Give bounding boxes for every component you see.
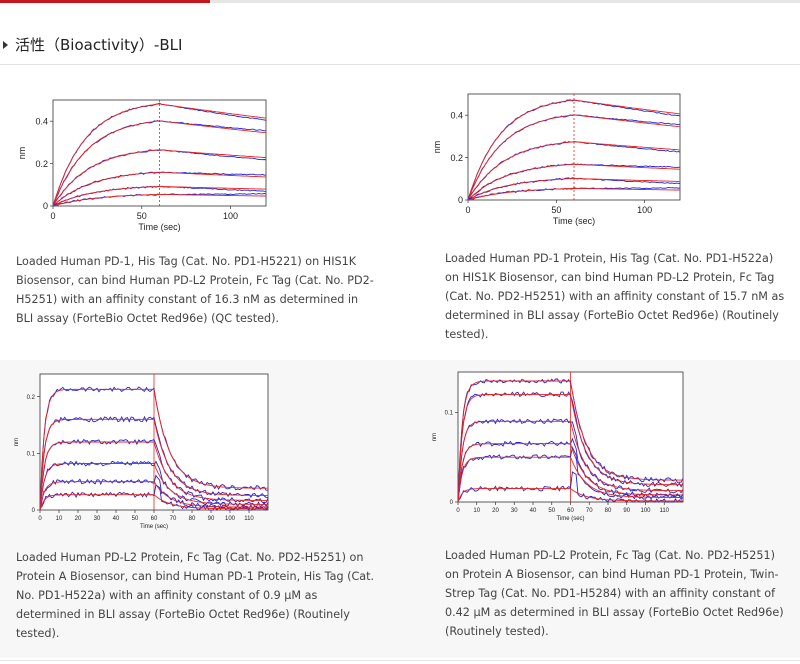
x-tick-label: 70	[586, 508, 593, 514]
x-tick-label: 100	[223, 211, 238, 221]
y-axis-label: nm	[432, 141, 442, 154]
x-tick-label: 20	[75, 516, 82, 522]
chart-1-caption: Loaded Human PD-1, His Tag (Cat. No. PD1…	[16, 255, 374, 325]
fit-series-6	[467, 187, 680, 201]
y-tick-label: 0.1	[27, 451, 36, 457]
x-tick-label: 60	[151, 516, 158, 522]
fit-series-5	[52, 185, 266, 207]
x-axis-label: Time (sec)	[556, 516, 584, 522]
y-tick-label: 0.2	[35, 159, 48, 169]
fit-series-1	[52, 103, 267, 207]
fit-series-1	[457, 380, 683, 503]
data-series-6	[457, 471, 684, 503]
fit-series-6	[52, 193, 266, 207]
x-tick-label: 90	[623, 508, 630, 514]
x-tick-label: 30	[94, 516, 101, 522]
x-tick-label: 10	[473, 508, 480, 514]
fit-series-2	[39, 418, 268, 511]
data-series-2	[39, 415, 269, 509]
triangle-bullet-icon	[3, 40, 8, 49]
fit-series-2	[467, 114, 681, 201]
x-tick-label: 0	[456, 508, 460, 514]
data-series-4	[39, 460, 269, 509]
y-tick-label: 0	[450, 500, 454, 506]
fit-series-3	[52, 149, 267, 207]
x-tick-label: 10	[56, 516, 63, 522]
x-tick-label: 100	[640, 508, 651, 514]
x-tick-label: 80	[189, 516, 196, 522]
fit-series-2	[457, 393, 683, 503]
x-tick-label: 100	[225, 516, 236, 522]
top-accent-bar	[0, 0, 210, 3]
fit-series-2	[52, 120, 267, 207]
x-tick-label: 20	[492, 508, 499, 514]
data-series-1	[39, 386, 268, 511]
bli-chart-1: 0 50 100 0 0.2 0.4 Time (sec) nm	[17, 99, 267, 232]
fit-series-1	[39, 388, 268, 511]
fit-series-6	[39, 494, 268, 511]
x-axis-label: Time (sec)	[553, 216, 595, 226]
x-tick-label: 110	[659, 508, 669, 514]
section-header: 活性（Bioactivity）-BLI	[3, 34, 182, 55]
x-tick-label: 40	[530, 508, 537, 514]
y-tick-label: 0	[458, 195, 463, 205]
y-axis-label: nm	[14, 438, 20, 446]
chart-3-caption: Loaded Human PD-L2 Protein, Fc Tag (Cat.…	[16, 551, 375, 640]
fit-series-4	[467, 163, 680, 201]
y-tick-label: 0.2	[27, 395, 36, 401]
x-axis-label: Time (sec)	[140, 524, 168, 530]
fit-series-4	[457, 443, 683, 503]
y-tick-label: 0	[43, 201, 48, 211]
fit-series-4	[52, 171, 266, 207]
x-tick-label: 80	[605, 508, 612, 514]
y-tick-label: 0.2	[450, 153, 463, 163]
y-tick-label: 0	[32, 508, 36, 514]
x-tick-label: 90	[208, 516, 215, 522]
x-tick-label: 110	[244, 516, 254, 522]
data-series-6	[467, 187, 681, 200]
fit-series-6	[457, 488, 683, 503]
y-tick-label: 0.4	[35, 116, 48, 126]
y-axis-label: nm	[432, 433, 438, 441]
fit-series-3	[39, 441, 268, 511]
bli-chart-2: 0 50 100 0 0.2 0.4 Time (sec) nm	[432, 93, 681, 226]
top-rule	[0, 0, 800, 3]
bli-chart-3: 0 10 20 30 40 50 60 70 80 90 100 110 0 0.1 0.2 Time (se…	[14, 373, 269, 530]
fit-series-1	[467, 99, 681, 201]
x-tick-label: 100	[637, 205, 652, 215]
x-tick-label: 40	[113, 516, 120, 522]
bottom-rule	[0, 660, 800, 661]
fit-series-5	[467, 177, 680, 201]
fit-series-4	[39, 463, 268, 511]
fit-series-3	[467, 141, 681, 201]
x-tick-label: 50	[132, 516, 139, 522]
x-tick-label: 50	[137, 211, 147, 221]
y-axis-label: nm	[17, 147, 27, 160]
x-tick-label: 0	[38, 516, 42, 522]
fit-series-5	[39, 481, 268, 511]
fit-series-5	[457, 456, 683, 503]
x-tick-label: 70	[170, 516, 177, 522]
x-tick-label: 30	[511, 508, 518, 514]
x-tick-label: 0	[465, 205, 470, 215]
title-divider	[0, 64, 800, 65]
chart-4-caption: Loaded Human PD-L2 Protein, Fc Tag (Cat.…	[445, 549, 784, 638]
x-tick-label: 50	[548, 508, 555, 514]
x-tick-label: 0	[50, 211, 55, 221]
y-tick-label: 0.1	[445, 410, 454, 416]
bli-chart-4: 0 10 20 30 40 50 60 70 80 90 100 110 0 0.1 Time (sec) n…	[432, 371, 684, 522]
data-series-6	[39, 484, 269, 511]
section-title: 活性（Bioactivity）-BLI	[15, 36, 183, 54]
chart-2-caption: Loaded Human PD-1 Protein, His Tag (Cat.…	[445, 252, 785, 341]
x-axis-label: Time (sec)	[138, 222, 180, 232]
y-tick-label: 0.4	[450, 110, 463, 120]
fit-series-3	[457, 420, 684, 503]
x-tick-label: 60	[567, 508, 574, 514]
x-tick-label: 50	[551, 205, 561, 215]
